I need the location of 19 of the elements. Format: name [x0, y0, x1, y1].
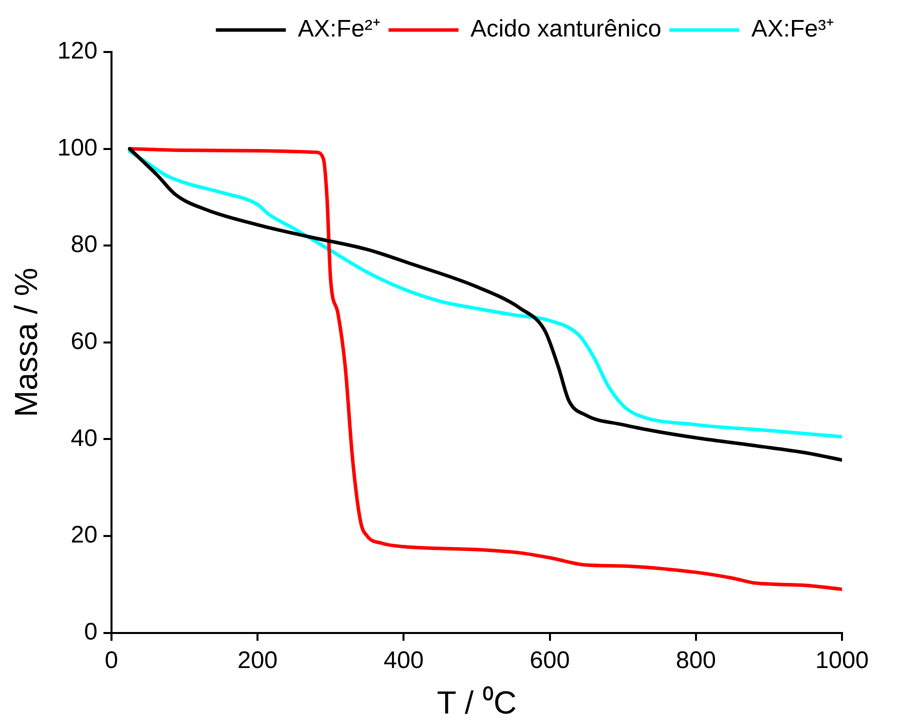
y-tick-label: 80: [70, 231, 98, 258]
y-tick-label: 20: [70, 522, 98, 549]
y-tick-label: 100: [57, 134, 98, 162]
x-tick-label: 400: [384, 646, 424, 674]
legend-label: AX:Fe³⁺: [751, 16, 834, 43]
x-axis-title: T / ⁰C: [436, 684, 517, 721]
x-tick-label: 1000: [815, 646, 869, 674]
legend-label: AX:Fe²⁺: [298, 16, 381, 43]
y-axis-title: Massa / %: [8, 268, 44, 418]
x-tick-label: 800: [676, 646, 716, 674]
x-tick-label: 0: [104, 646, 118, 674]
x-tick-label: 200: [238, 646, 278, 674]
y-tick-label: 60: [70, 328, 98, 356]
y-tick-label: 0: [84, 618, 98, 646]
legend-label: Acido xanturênico: [470, 16, 662, 43]
y-tick-label: 120: [57, 38, 98, 65]
y-tick-label: 40: [70, 424, 98, 452]
x-tick-label: 600: [530, 646, 570, 674]
line-series: [128, 147, 842, 591]
